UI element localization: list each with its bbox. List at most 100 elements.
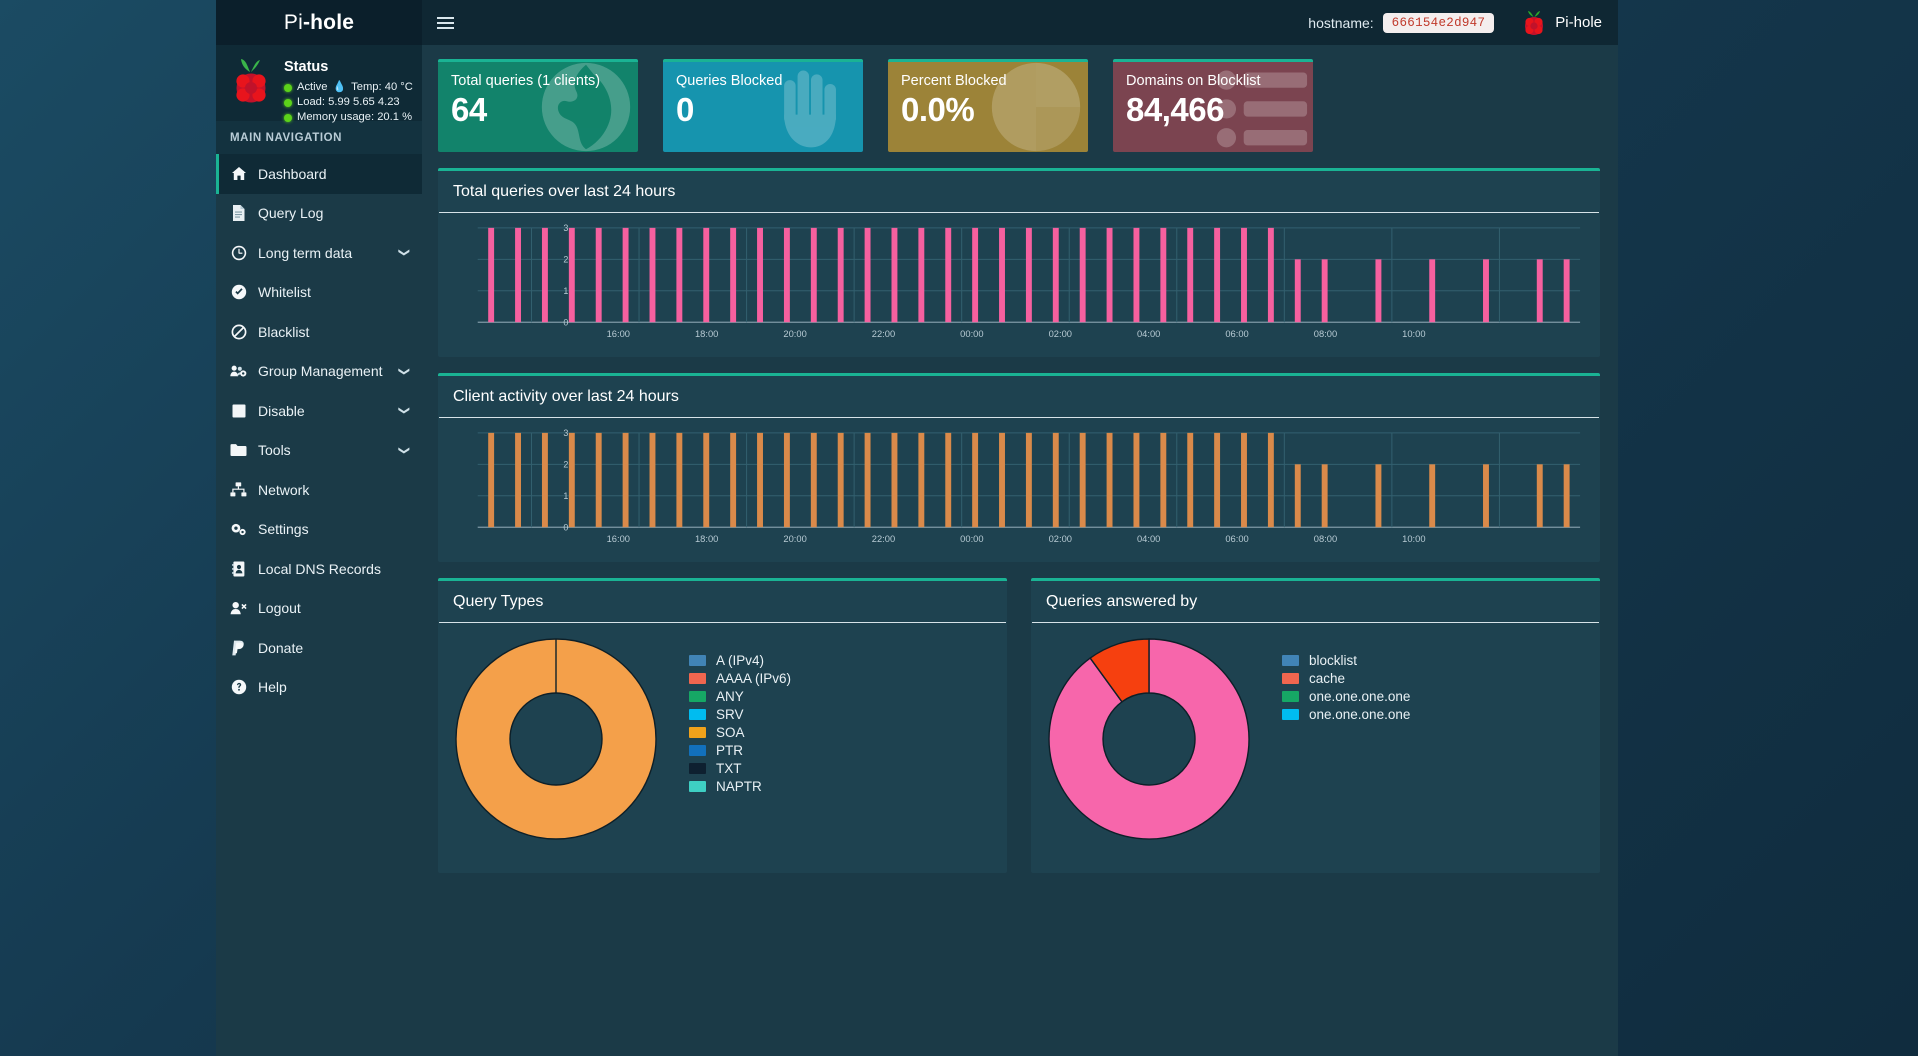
sidebar-item-donate[interactable]: Donate [216, 628, 422, 668]
legend-swatch-icon [1282, 690, 1299, 702]
globe-icon [538, 62, 634, 152]
legend-swatch-icon [689, 744, 706, 756]
nav-list: Dashboard Query Log Long term data ❯ Whiteli… [216, 154, 422, 707]
donut-row: Query Types A (IPv4) AAAA (IPv6) ANY SRV SOA… [438, 578, 1600, 873]
main-content: Total queries (1 clients) 64 Queries Block… [422, 45, 1618, 1056]
client-activity-chart[interactable] [450, 428, 1588, 550]
client-activity-chart-labels: 0 1 2 3 16:00 18:00 20:00 22:00 00:00 02:00 04:00 0… [563, 428, 1425, 544]
legend-label: TXT [716, 760, 742, 776]
stat-card-domains-on-blocklist[interactable]: Domains on Blocklist 84,466 [1113, 59, 1313, 152]
answered-by-header: Queries answered by [1032, 581, 1599, 623]
chevron-down-icon: ❯ [397, 248, 410, 258]
sidebar-item-blacklist[interactable]: Blacklist [216, 312, 422, 352]
sidebar-item-long-term-data[interactable]: Long term data ❯ [216, 233, 422, 273]
user-menu[interactable]: Pi-hole [1521, 9, 1602, 37]
query-types-donut[interactable] [452, 635, 660, 843]
legend-label: cache [1309, 670, 1346, 686]
legend-item[interactable]: ANY [689, 687, 791, 705]
svg-text:04:00: 04:00 [1137, 534, 1160, 544]
memory-dot-icon [284, 113, 292, 122]
load-dot-icon [284, 98, 292, 107]
client-activity-chart-wrap[interactable]: 0 1 2 3 16:00 18:00 20:00 22:00 00:00 02:00 04:00 0… [450, 428, 1588, 550]
svg-text:0: 0 [563, 317, 568, 327]
legend-item[interactable]: AAAA (IPv6) [689, 669, 791, 687]
legend-label: PTR [716, 742, 743, 758]
answered-by-legend: blocklist cache one.one.one.one one.one.one… [1256, 635, 1410, 863]
stat-card-title: Percent Blocked [901, 73, 1007, 89]
svg-text:1: 1 [563, 491, 568, 501]
legend-swatch-icon [689, 672, 706, 684]
legend-label: one.one.one.one [1309, 688, 1411, 704]
stat-card-value: 0.0% [901, 91, 975, 128]
status-active-row: Active 💧 Temp: 40 °C [284, 80, 413, 95]
sidebar-item-settings[interactable]: Settings [216, 510, 422, 550]
total-queries-chart-labels: 0 1 2 3 16:00 18:00 20:00 22:00 00:00 02:00 04:00 0… [563, 223, 1425, 339]
temperature-icon: 💧 [332, 81, 347, 93]
client-activity-header: Client activity over last 24 hours [439, 376, 1599, 418]
question-circle-icon [230, 679, 247, 695]
brand-prefix: Pi [283, 10, 303, 34]
legend-item[interactable]: NAPTR [689, 777, 791, 795]
sidebar-item-disable[interactable]: Disable ❯ [216, 391, 422, 431]
total-queries-body: 0 1 2 3 16:00 18:00 20:00 22:00 00:00 02:00 04:00 0… [438, 213, 1600, 357]
legend-item[interactable]: SOA [689, 723, 791, 741]
legend-item[interactable]: SRV [689, 705, 791, 723]
legend-label: SOA [716, 724, 745, 740]
sidebar-item-dashboard[interactable]: Dashboard [216, 154, 422, 194]
stat-card-total-queries-1-clients[interactable]: Total queries (1 clients) 64 [438, 59, 638, 152]
svg-text:22:00: 22:00 [872, 534, 895, 544]
legend-item[interactable]: PTR [689, 741, 791, 759]
check-circle-icon [230, 284, 247, 300]
sidebar-item-label: Dashboard [258, 165, 327, 182]
legend-item[interactable]: cache [1282, 669, 1410, 687]
sidebar-item-label: Local DNS Records [258, 560, 381, 577]
hamburger-icon [436, 21, 454, 24]
stat-card-value: 84,466 [1126, 91, 1224, 128]
legend-label: ANY [716, 688, 744, 704]
sidebar: Status Active 💧 Temp: 40 °C Load: 5.99 5… [216, 45, 422, 1056]
legend-swatch-icon [689, 726, 706, 738]
svg-text:22:00: 22:00 [872, 329, 895, 339]
query-types-donut-holder[interactable] [448, 635, 663, 863]
sidebar-item-group-management[interactable]: Group Management ❯ [216, 352, 422, 392]
answered-by-donut[interactable] [1045, 635, 1253, 843]
address-book-icon [230, 561, 247, 577]
sidebar-item-label: Whitelist [258, 284, 311, 301]
stat-card-title: Total queries (1 clients) [451, 73, 601, 89]
legend-item[interactable]: TXT [689, 759, 791, 777]
stat-card-value: 64 [451, 91, 487, 128]
brand-logo[interactable]: Pi-hole [216, 0, 422, 45]
legend-item[interactable]: A (IPv4) [689, 651, 791, 669]
stat-card-percent-blocked[interactable]: Percent Blocked 0.0% [888, 59, 1088, 152]
sidebar-item-whitelist[interactable]: Whitelist [216, 273, 422, 313]
legend-swatch-icon [689, 780, 706, 792]
legend-item[interactable]: one.one.one.one [1282, 687, 1410, 705]
gears-icon [230, 522, 247, 537]
total-queries-chart-wrap[interactable]: 0 1 2 3 16:00 18:00 20:00 22:00 00:00 02:00 04:00 0… [450, 223, 1588, 345]
sidebar-item-label: Donate [258, 639, 304, 656]
chevron-down-icon: ❯ [397, 445, 410, 455]
sidebar-item-local-dns-records[interactable]: Local DNS Records [216, 549, 422, 589]
status-info: Status Active 💧 Temp: 40 °C Load: 5.99 5… [284, 57, 413, 125]
legend-label: SRV [716, 706, 744, 722]
clock-icon [230, 245, 247, 261]
page-shell: Pi-hole hostname: 666154e2d947 [216, 0, 1618, 1056]
total-queries-chart[interactable] [450, 223, 1588, 345]
legend-item[interactable]: one.one.one.one [1282, 705, 1410, 723]
svg-text:20:00: 20:00 [783, 534, 806, 544]
legend-item[interactable]: blocklist [1282, 651, 1410, 669]
sidebar-item-label: Long term data [258, 244, 353, 261]
stat-card-queries-blocked[interactable]: Queries Blocked 0 [663, 59, 863, 152]
sidebar-item-logout[interactable]: Logout [216, 589, 422, 629]
sidebar-item-help[interactable]: Help [216, 668, 422, 708]
svg-text:18:00: 18:00 [695, 534, 718, 544]
sidebar-item-query-log[interactable]: Query Log [216, 194, 422, 234]
answered-by-donut-holder[interactable] [1041, 635, 1256, 863]
status-memory-row: Memory usage: 20.1 % [284, 110, 413, 125]
total-queries-panel: Total queries over last 24 hours 0 1 2 3 16:… [438, 168, 1600, 357]
sidebar-item-tools[interactable]: Tools ❯ [216, 431, 422, 471]
sidebar-item-network[interactable]: Network [216, 470, 422, 510]
legend-swatch-icon [689, 708, 706, 720]
paypal-icon [230, 640, 247, 656]
menu-toggle-button[interactable] [422, 0, 468, 45]
